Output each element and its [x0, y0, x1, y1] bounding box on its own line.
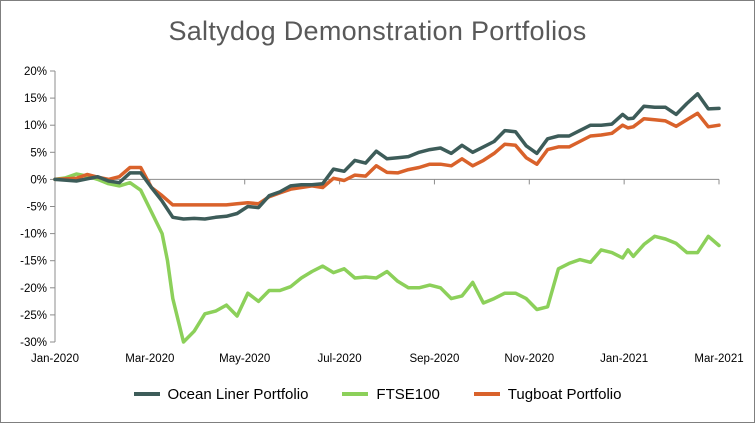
series-line-ftse100	[53, 172, 721, 344]
y-tick-label: 5%	[30, 147, 47, 159]
y-tick-label: -10%	[20, 229, 47, 241]
y-tick-label: -20%	[20, 283, 47, 295]
legend-label: Tugboat Portfolio	[507, 385, 622, 403]
series-line-ocean-liner-portfolio	[53, 92, 721, 221]
legend-label: Ocean Liner Portfolio	[167, 385, 309, 403]
x-tick-label: May-2020	[219, 353, 270, 365]
legend-item-tugboat: Tugboat Portfolio	[473, 385, 622, 403]
chart-legend: Ocean Liner Portfolio FTSE100 Tugboat Po…	[0, 382, 755, 406]
y-tick-label: -5%	[27, 202, 47, 214]
y-tick-label: 10%	[24, 120, 47, 132]
x-tick-label: Nov-2020	[504, 353, 554, 365]
y-tick-label: 15%	[24, 93, 47, 105]
chart-title: Saltydog Demonstration Portfolios	[168, 16, 587, 46]
legend-item-ftse100: FTSE100	[342, 385, 440, 403]
x-tick-label: Sep-2020	[409, 353, 459, 365]
y-tick-label: 0%	[30, 174, 47, 186]
x-tick-label: Mar-2021	[694, 353, 743, 365]
legend-swatch	[133, 392, 160, 396]
x-tick-label: Mar-2020	[125, 353, 174, 365]
legend-item-ocean-liner: Ocean Liner Portfolio	[133, 385, 309, 403]
y-tick-label: 20%	[24, 66, 47, 78]
x-tick-label: Jul-2020	[318, 353, 362, 365]
y-tick-label: -15%	[20, 256, 47, 268]
y-tick-label: -25%	[20, 310, 47, 322]
legend-swatch	[342, 392, 369, 396]
x-tick-label: Jan-2020	[31, 353, 79, 365]
legend-swatch	[473, 392, 500, 396]
series-line-tugboat-portfolio	[53, 111, 721, 207]
legend-label: FTSE100	[376, 385, 440, 403]
y-tick-label: -30%	[20, 337, 47, 349]
x-tick-label: Jan-2021	[600, 353, 648, 365]
